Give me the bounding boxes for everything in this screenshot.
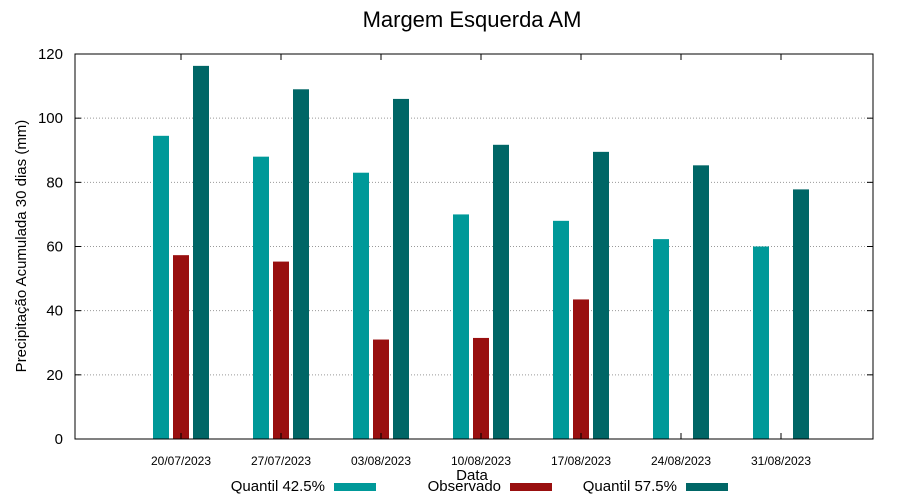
x-tick-label: 27/07/2023 [251, 454, 311, 468]
bar [453, 214, 469, 439]
bars [153, 65, 809, 440]
chart-title: Margem Esquerda AM [363, 7, 582, 32]
bar [553, 220, 569, 439]
legend: Quantil 42.5% Observado Quantil 57.5% [231, 478, 728, 495]
x-tick-label: 10/08/2023 [451, 454, 511, 468]
bar [753, 246, 769, 439]
legend-swatch [686, 483, 728, 491]
bar [273, 261, 289, 439]
y-tick-label: 120 [38, 46, 63, 63]
y-tick-label: 40 [46, 303, 63, 320]
bar [193, 65, 209, 439]
bar [653, 239, 669, 439]
bar [593, 151, 609, 439]
legend-label: Quantil 57.5% [583, 478, 677, 495]
bar [793, 189, 809, 439]
bar [153, 135, 169, 439]
bar [373, 339, 389, 439]
bar [173, 255, 189, 439]
y-tick-label: 20 [46, 367, 63, 384]
y-axis-label: Precipitação Acumulada 30 dias (mm) [13, 120, 30, 373]
bar [293, 89, 309, 440]
x-axis-ticks: 20/07/2023 27/07/2023 03/08/2023 10/08/2023… [151, 54, 811, 468]
y-tick-label: 80 [46, 174, 63, 191]
x-tick-label: 31/08/2023 [751, 454, 811, 468]
bar [493, 144, 509, 439]
legend-label: Observado [428, 478, 501, 495]
bar [473, 337, 489, 439]
x-tick-label: 03/08/2023 [351, 454, 411, 468]
y-tick-label: 60 [46, 239, 63, 256]
y-tick-label: 0 [55, 431, 63, 448]
x-tick-label: 24/08/2023 [651, 454, 711, 468]
bar [573, 299, 589, 439]
legend-swatch [510, 483, 552, 491]
x-tick-label: 17/08/2023 [551, 454, 611, 468]
bar [693, 165, 709, 439]
bar [393, 98, 409, 440]
legend-label: Quantil 42.5% [231, 478, 325, 495]
bar [353, 172, 369, 440]
x-axis-label: Data [456, 467, 488, 484]
bar [253, 156, 269, 439]
y-tick-label: 100 [38, 110, 63, 127]
y-axis-ticks: 0 20 40 60 80 100 120 [38, 46, 873, 448]
legend-swatch [334, 483, 376, 491]
x-tick-label: 20/07/2023 [151, 454, 211, 468]
